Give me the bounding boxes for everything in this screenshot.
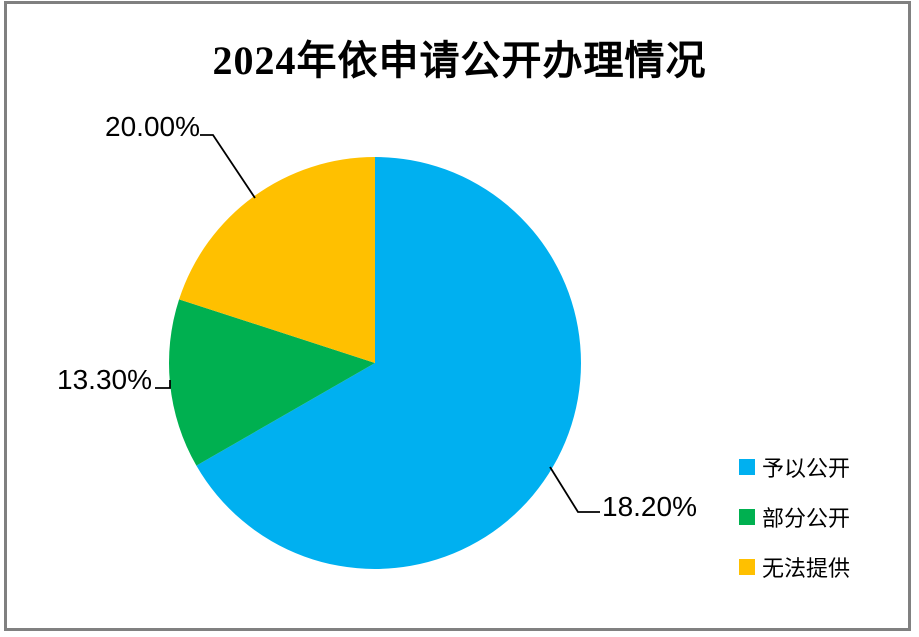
pie-slice-bufengongkai <box>168 299 375 466</box>
chart-title: 2024年依申请公开办理情况 <box>212 38 707 83</box>
pie-slice-yuyigongkai <box>196 157 581 569</box>
leader-line-bufengongkai <box>155 380 171 389</box>
data-label-wufatigong: 20.00% <box>105 111 200 142</box>
legend-item-bufengongkai: 部分公开 <box>739 505 850 531</box>
leader-line-yuyigongkai <box>549 466 600 513</box>
leader-line-wufatigong <box>200 134 256 199</box>
legend-item-yuyigongkai: 予以公开 <box>739 455 850 481</box>
legend-label-wufatigong: 无法提供 <box>762 556 851 581</box>
legend-item-wufatigong: 无法提供 <box>739 555 850 581</box>
legend-swatch-blue-icon <box>739 459 755 475</box>
legend-label-bufengongkai: 部分公开 <box>762 506 851 531</box>
legend-swatch-yellow-icon <box>739 559 755 575</box>
data-label-bufengongkai: 13.30% <box>57 364 152 395</box>
data-label-yuyigongkai: 18.20% <box>602 491 697 522</box>
chart-legend: 予以公开 部分公开 无法提供 <box>739 455 850 605</box>
pie-slice-wufatigong <box>179 157 375 363</box>
legend-label-yuyigongkai: 予以公开 <box>762 456 851 481</box>
legend-swatch-green-icon <box>739 509 755 525</box>
